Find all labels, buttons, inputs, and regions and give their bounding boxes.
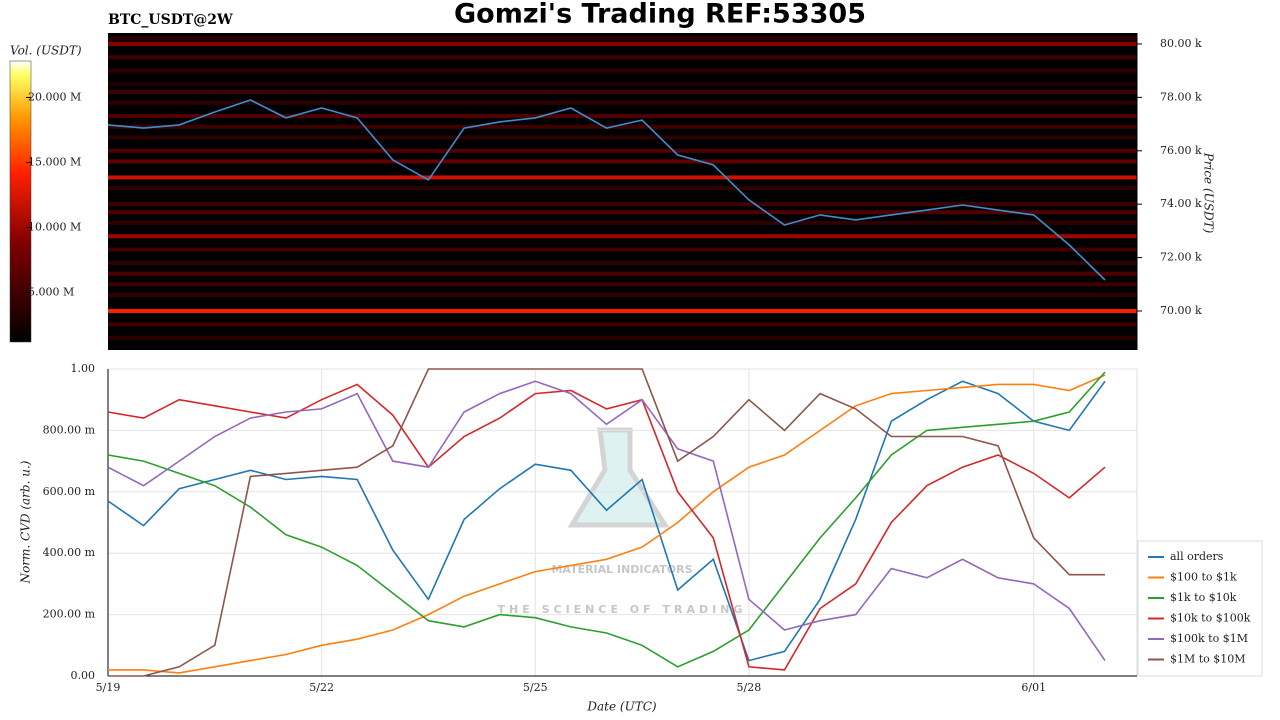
colorbar-tick-label: 5.000 M bbox=[28, 286, 74, 299]
liquidity-band bbox=[108, 68, 1137, 73]
cvd-line bbox=[107, 371, 1106, 668]
liquidity-band bbox=[108, 210, 1137, 215]
legend-label: $1k to $10k bbox=[1170, 591, 1237, 604]
y-tick-label: 72.00 k bbox=[1160, 251, 1202, 264]
y-tick-label: 600.00 m bbox=[43, 485, 96, 498]
liquidity-band bbox=[108, 148, 1137, 153]
x-tick-label: 5/19 bbox=[96, 681, 121, 694]
x-tick-label: 5/22 bbox=[309, 681, 334, 694]
liquidity-band bbox=[108, 186, 1137, 191]
liquidity-band bbox=[108, 271, 1137, 276]
liquidity-band bbox=[108, 55, 1137, 60]
liquidity-band bbox=[108, 124, 1137, 129]
liquidity-band bbox=[108, 322, 1137, 327]
colorbar-label: Vol. (USDT) bbox=[10, 44, 82, 58]
liquidity-band bbox=[108, 234, 1137, 239]
heatmap-background bbox=[108, 33, 1137, 350]
legend-label: all orders bbox=[1170, 550, 1224, 563]
liquidity-band bbox=[108, 247, 1137, 252]
liquidity-band bbox=[108, 100, 1137, 105]
liquidity-band bbox=[108, 260, 1137, 265]
x-tick-label: 5/28 bbox=[737, 681, 762, 694]
y-tick-label: 78.00 k bbox=[1160, 90, 1202, 103]
liquidity-band bbox=[108, 36, 1137, 41]
y-tick-label: 74.00 k bbox=[1160, 197, 1202, 210]
symbol: BTC_USDT@2W bbox=[108, 12, 233, 28]
legend-box bbox=[1137, 540, 1263, 677]
y-tick-label: 70.00 k bbox=[1160, 304, 1202, 317]
liquidity-band bbox=[108, 335, 1137, 340]
legend-label: $10k to $100k bbox=[1170, 612, 1251, 625]
liquidity-band bbox=[108, 82, 1137, 87]
liquidity-band bbox=[108, 220, 1137, 225]
legend: all orders $100 to $1k $1k to $10k $10k to … bbox=[1137, 540, 1263, 677]
y-tick-label: 80.00 k bbox=[1160, 37, 1202, 50]
y-tick-label: 0.00 bbox=[71, 669, 96, 682]
liquidity-band bbox=[108, 292, 1137, 297]
y-tick-label: 1.00 bbox=[71, 362, 96, 375]
cvd-line bbox=[108, 374, 1106, 674]
watermark-text: MATERIAL INDICATORS bbox=[551, 563, 692, 576]
liquidity-band bbox=[108, 202, 1137, 207]
colorbar bbox=[9, 60, 32, 343]
y-axis-label: Norm. CVD (arb. u.) bbox=[19, 460, 33, 584]
colorbar-tick-label: 10.000 M bbox=[28, 221, 81, 234]
y-tick-label: 76.00 k bbox=[1160, 144, 1202, 157]
watermark-subtext: THE SCIENCE OF TRADING bbox=[498, 603, 747, 616]
liquidity-band bbox=[108, 41, 1137, 46]
price-line bbox=[107, 99, 1106, 281]
liquidity-band bbox=[108, 90, 1137, 95]
x-tick-label: 6/01 bbox=[1021, 681, 1046, 694]
y-tick-label: 400.00 m bbox=[43, 546, 96, 559]
liquidity-band bbox=[108, 175, 1137, 180]
chart-title: Gomzi's Trading REF:53305 bbox=[454, 0, 866, 30]
cvd-line bbox=[107, 380, 1106, 662]
y-tick-label: 800.00 m bbox=[43, 423, 96, 436]
colorbar-tick-label: 15.000 M bbox=[28, 155, 81, 168]
y-axis-label: Price (USDT) bbox=[1202, 152, 1216, 234]
liquidity-band bbox=[108, 309, 1137, 314]
x-axis-label: Date (UTC) bbox=[586, 700, 656, 714]
liquidity-band bbox=[108, 159, 1137, 164]
liquidity-band bbox=[108, 282, 1137, 287]
liquidity-band bbox=[108, 114, 1137, 119]
cvd-line bbox=[108, 368, 1105, 677]
liquidity-band bbox=[108, 135, 1137, 140]
legend-label: $1M to $10M bbox=[1170, 653, 1246, 666]
colorbar-tick-label: 20.000 M bbox=[28, 90, 81, 103]
cvd-line bbox=[107, 380, 1106, 662]
legend-label: $100 to $1k bbox=[1170, 571, 1237, 584]
x-tick-label: 5/25 bbox=[523, 681, 548, 694]
y-tick-label: 200.00 m bbox=[43, 608, 96, 621]
legend-label: $100k to $1M bbox=[1170, 632, 1248, 645]
cvd-line bbox=[107, 383, 1106, 671]
